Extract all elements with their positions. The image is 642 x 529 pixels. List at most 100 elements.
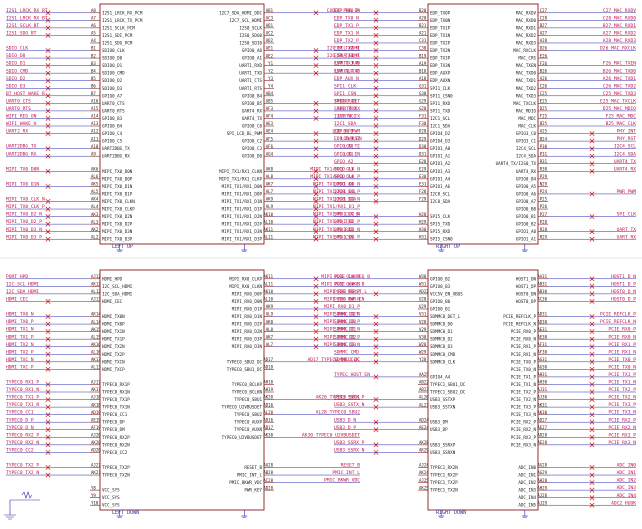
net-label: HDMI_TX0_N (6, 312, 34, 318)
pin-number: AD16 (263, 402, 273, 407)
no-connect-icon (589, 442, 595, 448)
net-label: SDIO_D1 (6, 61, 26, 67)
pin-number: AD17 (263, 357, 273, 362)
no-connect-icon (373, 78, 379, 84)
pin-number: AK6 (91, 166, 99, 171)
pin-signal: TYPEC0_AUXP (234, 420, 262, 425)
pin-number: AK5 (91, 182, 99, 187)
pin-signal: ADC_IN2 (518, 480, 536, 485)
pin-signal: TYPEC1_RX2P (430, 473, 458, 478)
pin-left: W29 SDMMC0_CMD SDMMC_CMD (334, 349, 456, 357)
net-label: ADC2_HOOK (611, 500, 636, 506)
no-connect-icon (589, 382, 595, 387)
pin-number: AE27 (537, 425, 547, 430)
no-connect-icon (45, 48, 51, 53)
net-label: EDP_TX2_P (334, 38, 359, 44)
net-label: I2C8_SCL (334, 189, 356, 195)
net-label: EDP_PWR_EN (334, 136, 362, 142)
net-label: LCD_RST (341, 136, 361, 142)
no-connect-icon (313, 168, 319, 174)
no-connect-icon (313, 298, 319, 304)
no-connect-icon (373, 344, 379, 350)
pin-left: C30 EDP_TX2N EDP_TX2_N (334, 46, 451, 53)
net-label: HOST0_D_P (611, 297, 636, 303)
no-connect-icon (45, 131, 51, 136)
net-label: TYPEC0_D_N (6, 425, 34, 431)
pin-signal: MIPI_TX1/RX1_D3N (222, 229, 263, 234)
pin-number: U29 (419, 304, 427, 309)
pin-left: G30 SPI1_CSN0 SPI1_CSN (334, 91, 453, 98)
pin-left: AK25 TYPEC1_TX2N (418, 485, 458, 493)
pin-number: AB5 (266, 99, 274, 104)
net-label: AK20_TYPEC0_SBU1 (316, 395, 360, 401)
pin-left: AL2 MIPI_TX0_D3P MIPI_TX0_D3_P (6, 234, 133, 242)
pin-left: AJ12 HDMI_HPD PORT_HPD (6, 274, 123, 281)
pin-signal: GPIO0_A7 (516, 199, 537, 204)
no-connect-icon (589, 336, 595, 342)
pin-number: AL16 (91, 349, 101, 354)
net-label: EDP_HPD (334, 129, 354, 135)
no-connect-icon (373, 17, 379, 23)
no-connect-icon (313, 176, 319, 182)
pin-number: AL4 (91, 204, 99, 209)
pin-signal: PCIE_RX2_N (511, 427, 537, 432)
pin-left: B3 SDIO0_D1 SDIO_D1 (6, 61, 123, 68)
pin-number: AD27 (537, 417, 547, 422)
pin-number: AE2 (266, 53, 274, 58)
pin-signal: MAC_TXCLK (513, 101, 536, 106)
pin-signal: GPIO1_A6 (430, 184, 451, 189)
pin-left: AL14 HDMI_TX0P HDMI_TX0_P (6, 319, 125, 327)
pin-number: H28 (419, 212, 427, 217)
pin-signal: VCC_SYS (102, 495, 120, 500)
pin-left: A20 EDP_TX0N EDP_TX0_N (334, 15, 451, 23)
chip-body (99, 3, 265, 245)
net-label: MIPI_TX0_D2_N (6, 212, 42, 218)
pin-signal: HDMI_TX1N (102, 329, 125, 334)
net-label: HDMI_TX1_N (6, 327, 34, 333)
pin-number: AK20 (91, 440, 101, 445)
no-connect-icon (45, 123, 51, 129)
pin-number: AC3 (266, 16, 274, 21)
net-label: PCIE_RX1_P (608, 342, 636, 348)
pin-number: P30 (540, 144, 548, 149)
pin-number: AK16 (91, 342, 101, 347)
pin-number: AH29 (537, 485, 547, 490)
net-label: C26_MAC_TXD2 (603, 83, 636, 89)
pin-signal: HDMI_TX0P (102, 322, 125, 327)
pin-signal: SPI5_CLK (430, 214, 451, 219)
no-connect-icon (373, 70, 379, 76)
net-label: MIPI_TX0_D1N (6, 181, 39, 187)
no-connect-icon (313, 214, 319, 220)
pin-left: B2 SDIO0_D0 SDIO_D0 (6, 53, 123, 61)
net-label: A28_MAC_RXD3 (603, 38, 636, 44)
pin-signal: MAC_RXDV (516, 10, 537, 15)
pin-number: B25 (540, 121, 548, 126)
pin-signal: GPIO0_A5 (516, 184, 537, 189)
pin-number: AL11 (263, 234, 273, 239)
pin-left: AK3 MIPI_TX0_D2N MIPI_TX0_D2_N (6, 212, 133, 219)
no-connect-icon (589, 276, 595, 282)
no-connect-icon (373, 214, 379, 220)
no-connect-icon (45, 221, 51, 227)
pin-left: D28 GPIO4_D2 EDP_HPD (334, 129, 451, 136)
pin-signal: GPIO0_A1 (242, 56, 263, 61)
pin-left: AF19 TYPEC0_DM TYPEC0_D_N (6, 425, 125, 432)
net-label: PCIE_RX2_N (608, 425, 636, 431)
pin-number: AJ25 (419, 478, 429, 483)
pin-signal: TYPEC0_SBU2_DC (227, 359, 263, 364)
no-connect-icon (45, 427, 51, 433)
pin-number: Y1 (268, 61, 273, 66)
net-label: EDP_TX0_N (334, 15, 359, 21)
